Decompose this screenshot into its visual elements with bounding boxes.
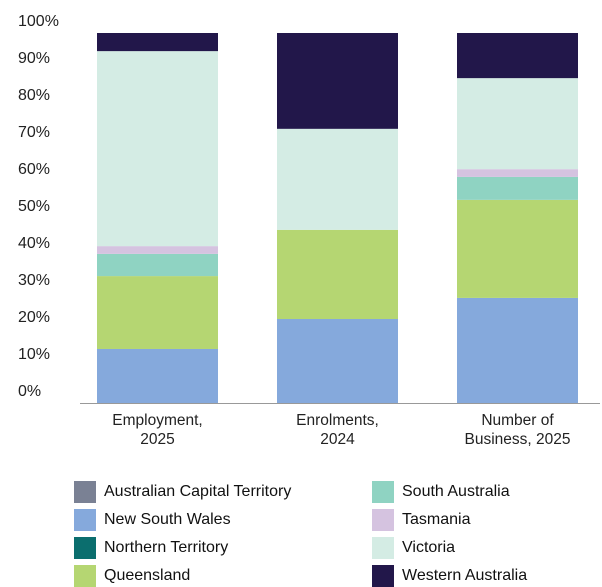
legend-swatch — [372, 565, 394, 587]
y-tick-label: 50% — [18, 198, 50, 215]
bar-segment — [277, 128, 398, 230]
legend-label: Victoria — [402, 539, 456, 556]
bar-segment — [97, 253, 218, 277]
bar-segment — [97, 246, 218, 254]
y-tick-label: 70% — [18, 124, 50, 141]
bar-segment — [457, 169, 578, 177]
legend-label: Western Australia — [402, 567, 528, 584]
bar-segment — [277, 33, 398, 129]
legend-swatch — [74, 565, 96, 587]
x-tick-label: Employment, 2025 — [112, 412, 203, 448]
legend-swatch — [74, 509, 96, 531]
legend-label: Queensland — [104, 567, 191, 584]
y-tick-label: 40% — [18, 235, 50, 252]
legend-label: New South Wales — [104, 511, 231, 528]
bar-segment — [277, 229, 398, 320]
x-tick-label: Number of Business, 2025 — [464, 412, 571, 448]
y-tick-label: 0% — [18, 383, 41, 400]
bar-segment — [97, 276, 218, 349]
bar-segment — [457, 199, 578, 298]
legend-swatch — [372, 537, 394, 559]
bar-segment — [457, 78, 578, 170]
legend-swatch — [372, 481, 394, 503]
legend-swatch — [372, 509, 394, 531]
x-tick-label: Enrolments, 2024 — [296, 412, 379, 448]
legend-swatch — [74, 537, 96, 559]
bar-segment — [457, 297, 578, 403]
legend-label: Australian Capital Territory — [104, 483, 292, 500]
legend-label: Tasmania — [402, 511, 471, 528]
bar-segment — [457, 176, 578, 200]
y-tick-label: 10% — [18, 346, 50, 363]
bar-segment — [97, 51, 218, 247]
legend-label: South Australia — [402, 483, 510, 500]
bar-segment — [97, 348, 218, 403]
y-tick-label: 90% — [18, 50, 50, 67]
y-tick-label: 80% — [18, 87, 50, 104]
y-tick-label: 100% — [18, 13, 59, 30]
y-tick-label: 30% — [18, 272, 50, 289]
bar-segment — [457, 33, 578, 79]
legend-swatch — [74, 481, 96, 503]
y-tick-label: 60% — [18, 161, 50, 178]
legend-label: Northern Territory — [104, 539, 229, 556]
bar-segment — [97, 33, 218, 52]
bar-segment — [277, 319, 398, 403]
y-tick-label: 20% — [18, 309, 50, 326]
